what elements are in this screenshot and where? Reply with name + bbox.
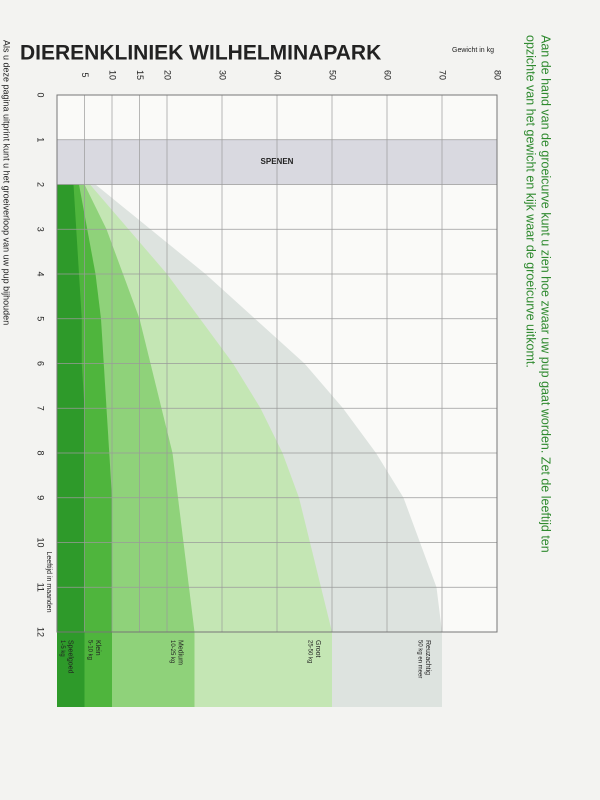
y-tick-label: 20 (163, 70, 173, 80)
x-tick-label: 0 (36, 92, 46, 97)
x-tick-label: 6 (36, 361, 46, 366)
y-tick-label: 10 (108, 70, 118, 80)
x-tick-label: 11 (36, 583, 46, 592)
band-range: 10-25 kg (169, 640, 175, 663)
x-tick-label: 2 (36, 182, 46, 187)
x-tick-label: 7 (36, 406, 46, 411)
x-tick-label: 3 (36, 227, 46, 232)
x-tick-label: 4 (36, 271, 46, 276)
footer-note: Als u deze pagina uitprint kunt u het gr… (2, 40, 12, 325)
y-tick-label: 60 (383, 70, 393, 80)
y-tick-label: 40 (273, 70, 283, 80)
y-axis-label: Gewicht in kg (452, 47, 494, 54)
y-tick-label: 70 (438, 70, 448, 80)
x-tick-label: 9 (36, 495, 46, 500)
band-name: Groot (314, 640, 321, 658)
band-range: 5-10 kg (86, 640, 92, 660)
band-range: 1-5 kg (59, 640, 65, 657)
instruction-line: opzichte van het gewicht en kijk waar de… (524, 35, 538, 368)
x-tick-label: 12 (36, 627, 46, 637)
band-range: 50 kg en meer (416, 640, 422, 678)
plot-frame (56, 94, 498, 633)
band-label-strip (57, 632, 85, 707)
y-tick-label: 15 (135, 70, 145, 80)
band-name: Reuzachtig (424, 640, 431, 675)
y-tick-label: 30 (218, 70, 228, 80)
y-tick-label: 80 (493, 70, 503, 80)
x-tick-label: 10 (36, 537, 46, 547)
band-name: Klein (94, 640, 101, 656)
band-name: Medium (177, 640, 184, 665)
x-axis-label: Leeftijd in maanden (45, 551, 52, 612)
title: DIERENKLINIEK WILHELMINAPARK (20, 42, 381, 65)
x-tick-label: 5 (36, 316, 46, 321)
x-tick-label: 1 (36, 137, 46, 142)
instruction-line: Aan de hand van de groeicurve kunt u zie… (539, 35, 553, 553)
y-tick-label: 50 (328, 70, 338, 80)
x-tick-label: 8 (36, 450, 46, 455)
band-range: 25-50 kg (306, 640, 312, 663)
band-name: Speelgoed (67, 640, 74, 674)
y-tick-label: 5 (80, 72, 90, 77)
